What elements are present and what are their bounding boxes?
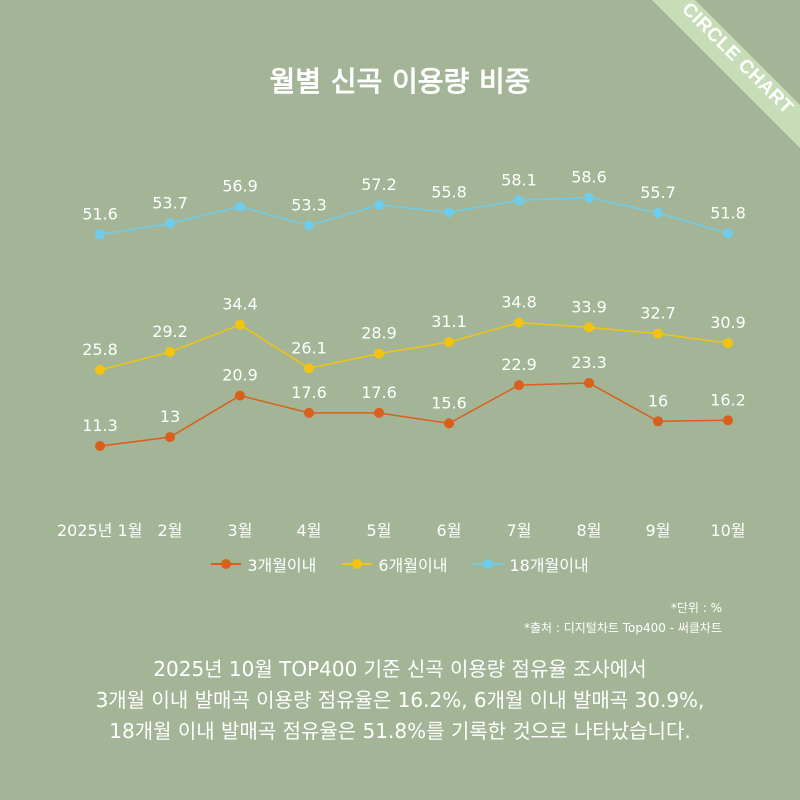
data-label: 11.3 — [82, 416, 118, 435]
source-note: *출처 : 디지털차트 Top400 - 써클차트 — [523, 621, 722, 635]
data-point[interactable] — [235, 390, 245, 401]
data-point[interactable] — [584, 192, 594, 203]
x-tick-label: 4월 — [297, 521, 322, 540]
x-tick-label: 8월 — [577, 521, 602, 540]
data-point[interactable] — [444, 418, 454, 429]
legend-label-3months: 3개월이내 — [247, 556, 317, 575]
data-label: 58.1 — [501, 170, 537, 189]
legend-item-3months[interactable]: 3개월이내 — [211, 552, 316, 576]
data-point[interactable] — [304, 363, 314, 374]
data-point[interactable] — [235, 319, 245, 330]
data-point[interactable] — [95, 441, 105, 451]
data-label: 53.3 — [291, 196, 327, 215]
data-point[interactable] — [304, 220, 314, 231]
x-tick-label: 2025년 1월 — [57, 521, 142, 540]
ribbon-shape — [652, 0, 800, 148]
data-point[interactable] — [95, 364, 105, 375]
x-tick-label: 3월 — [228, 521, 253, 540]
data-label: 15.6 — [431, 393, 467, 412]
summary-line-3: 18개월 이내 발매곡 점유율은 51.8%를 기록한 것으로 나타났습니다. — [109, 719, 691, 743]
data-label: 16.2 — [710, 390, 746, 409]
data-label: 32.7 — [640, 304, 676, 323]
data-label: 31.1 — [431, 312, 467, 331]
x-tick-label: 6월 — [437, 521, 462, 540]
data-point[interactable] — [514, 317, 524, 328]
chart-notes: *단위 : % *출처 : 디지털차트 Top400 - 써클차트 — [524, 598, 722, 638]
series-line-2 — [99, 196, 729, 236]
summary-text: 2025년 10월 TOP400 기준 신곡 이용량 점유율 조사에서 3개월 … — [0, 654, 800, 747]
series-line-1 — [99, 321, 729, 371]
data-point[interactable] — [723, 415, 733, 426]
data-point[interactable] — [165, 347, 175, 357]
legend-label-18months: 18개월이내 — [509, 556, 589, 575]
data-point[interactable] — [165, 218, 175, 229]
data-label: 51.6 — [82, 204, 118, 223]
legend-swatch-3months — [211, 558, 242, 570]
data-label: 28.9 — [361, 324, 397, 343]
data-label: 58.6 — [571, 168, 607, 187]
data-label: 34.4 — [222, 295, 258, 314]
series-line-0 — [99, 382, 729, 447]
data-label: 25.8 — [82, 340, 118, 359]
data-label: 22.9 — [501, 355, 537, 374]
data-point[interactable] — [723, 228, 733, 239]
data-point[interactable] — [584, 322, 594, 333]
summary-line-2: 3개월 이내 발매곡 이용량 점유율은 16.2%, 6개월 이내 발매곡 30… — [95, 688, 705, 712]
line-chart: 2025년 1월 2월 3월 4월 5월 6월 7월 8월 9월 10월 11.3 13 20.9 17.… — [57, 168, 746, 540]
data-label: 16 — [648, 391, 668, 410]
data-point[interactable] — [723, 338, 733, 349]
chart-title: 월별 신곡 이용량 비중 — [269, 65, 531, 98]
data-label: 33.9 — [571, 297, 607, 316]
data-point[interactable] — [653, 207, 663, 218]
data-point[interactable] — [514, 195, 524, 206]
data-point[interactable] — [304, 407, 314, 418]
unit-note: *단위 : % — [670, 601, 722, 615]
data-label: 23.3 — [571, 353, 607, 372]
data-point[interactable] — [653, 416, 663, 427]
legend-swatch-18months — [473, 558, 504, 570]
data-label: 55.7 — [640, 183, 676, 202]
data-point[interactable] — [514, 380, 524, 391]
x-tick-label: 10월 — [710, 521, 745, 540]
data-point[interactable] — [235, 201, 245, 212]
data-label: 17.6 — [291, 383, 327, 402]
legend-item-6months[interactable]: 6개월이내 — [342, 552, 447, 576]
data-label: 51.8 — [710, 203, 746, 222]
data-point[interactable] — [374, 200, 384, 210]
data-label: 13 — [160, 407, 180, 426]
data-label: 29.2 — [152, 322, 188, 341]
data-point[interactable] — [444, 207, 454, 218]
data-label: 17.6 — [361, 383, 397, 402]
legend-swatch-6months — [342, 558, 373, 570]
data-label: 30.9 — [710, 313, 746, 332]
data-point[interactable] — [584, 378, 594, 388]
summary-line-1: 2025년 10월 TOP400 기준 신곡 이용량 점유율 조사에서 — [153, 657, 647, 681]
data-point[interactable] — [374, 407, 384, 418]
data-label: 55.8 — [431, 182, 467, 201]
data-point[interactable] — [444, 337, 454, 348]
data-label: 56.9 — [222, 177, 258, 196]
chart-legend: 3개월이내 6개월이내 18개월이내 — [0, 552, 800, 576]
legend-label-6months: 6개월이내 — [378, 556, 448, 575]
data-point[interactable] — [653, 328, 663, 339]
x-tick-label: 7월 — [507, 521, 532, 540]
data-point[interactable] — [374, 348, 384, 359]
data-point[interactable] — [165, 432, 175, 443]
legend-item-18months[interactable]: 18개월이내 — [473, 552, 589, 576]
data-label: 53.7 — [152, 193, 188, 212]
data-label: 57.2 — [361, 175, 397, 194]
circle-chart-ribbon: CIRCLE CHART — [600, 0, 800, 200]
data-label: 34.8 — [501, 293, 537, 312]
x-tick-label: 2월 — [158, 521, 183, 540]
data-label: 26.1 — [291, 338, 327, 357]
data-point[interactable] — [95, 229, 105, 240]
x-tick-label: 5월 — [367, 521, 392, 540]
x-tick-label: 9월 — [646, 521, 671, 540]
data-label: 20.9 — [222, 366, 258, 385]
